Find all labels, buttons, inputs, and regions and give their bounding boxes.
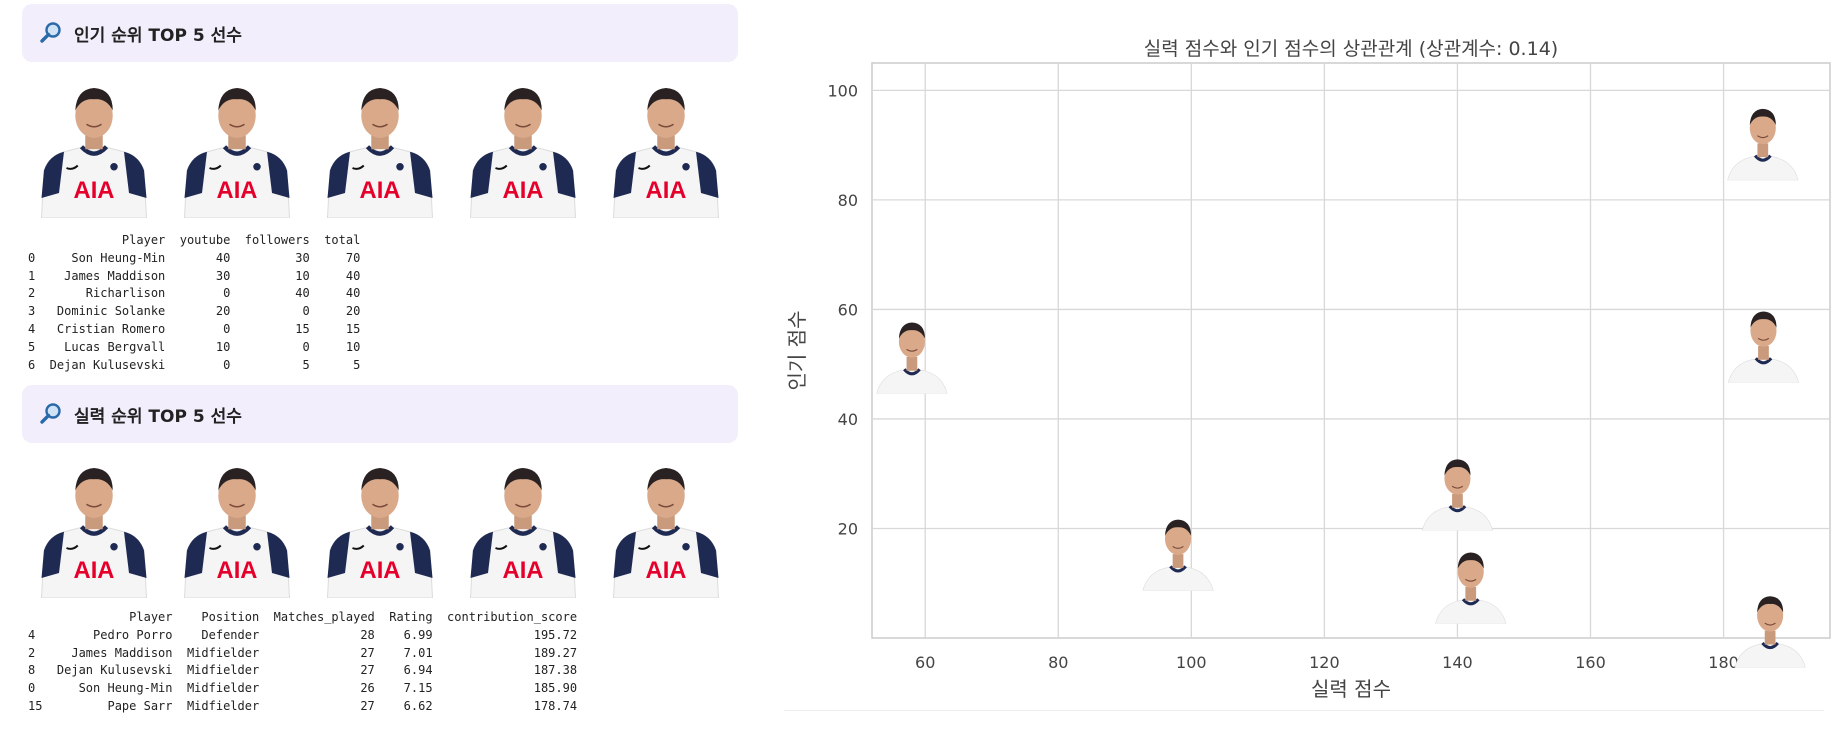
svg-text:AIA: AIA [360, 177, 401, 204]
svg-text:AIA: AIA [216, 177, 257, 204]
y-tick-label: 20 [838, 519, 858, 538]
svg-text:AIA: AIA [360, 557, 401, 584]
player-portrait-icon: AIA [460, 448, 586, 598]
skill-header: 실력 순위 TOP 5 선수 [22, 385, 738, 443]
left-panel: 인기 순위 TOP 5 선수 AIA AIA AIA AIA AIA Player yo… [0, 0, 760, 733]
player-photo: AIA [603, 68, 729, 218]
scatter-point [1727, 108, 1799, 181]
x-tick-label: 120 [1309, 653, 1340, 672]
player-photo: AIA [31, 448, 157, 598]
scatter-point [1727, 311, 1800, 383]
player-photo: AIA [174, 448, 300, 598]
y-tick-label: 60 [838, 300, 858, 319]
player-photo: AIA [31, 68, 157, 218]
x-tick-label: 180 [1708, 653, 1739, 672]
scatter-point [1734, 596, 1806, 668]
svg-text:AIA: AIA [646, 557, 687, 584]
player-portrait-icon: AIA [317, 68, 443, 218]
scatter-point [1421, 459, 1494, 531]
skill-photos: AIA AIA AIA AIA AIA [22, 448, 738, 598]
popularity-header: 인기 순위 TOP 5 선수 [22, 4, 738, 62]
magnifier-icon [40, 403, 61, 424]
x-tick-label: 100 [1176, 653, 1207, 672]
svg-text:AIA: AIA [73, 557, 114, 584]
x-axis-label: 실력 점수 [1311, 677, 1391, 701]
scatter-point [1435, 552, 1507, 624]
svg-text:AIA: AIA [503, 557, 544, 584]
player-photo: AIA [460, 448, 586, 598]
player-portrait-icon: AIA [31, 68, 157, 218]
player-portrait-icon: AIA [31, 448, 157, 598]
x-tick-label: 140 [1442, 653, 1473, 672]
plot-area [871, 62, 1831, 639]
scatter-chart: 60 80 100 120 140 160 180 20 40 60 80 100 실력 점수와 인기 … [785, 38, 1831, 701]
svg-text:AIA: AIA [646, 177, 687, 204]
player-portrait-icon: AIA [174, 448, 300, 598]
y-axis-label: 인기 점수 [785, 311, 809, 391]
svg-text:AIA: AIA [73, 177, 114, 204]
player-portrait-icon: AIA [603, 68, 729, 218]
magnifier-icon [40, 22, 61, 43]
scatter-point [876, 322, 948, 394]
popularity-title: 인기 순위 TOP 5 선수 [74, 25, 242, 46]
scatter-point [1142, 519, 1214, 591]
player-photo: AIA [174, 68, 300, 218]
player-photo: AIA [317, 448, 443, 598]
divider [784, 710, 1824, 711]
popularity-table: Player youtube followers total 0 Son Heu… [28, 233, 361, 372]
x-tick-label: 60 [915, 653, 935, 672]
player-photo: AIA [603, 448, 729, 598]
x-tick-label: 160 [1575, 653, 1606, 672]
popularity-photos: AIA AIA AIA AIA AIA [22, 68, 738, 218]
skill-title: 실력 순위 TOP 5 선수 [74, 406, 242, 427]
y-tick-label: 40 [838, 410, 858, 429]
player-photo: AIA [460, 68, 586, 218]
chart-title: 실력 점수와 인기 점수의 상관관계 (상관계수: 0.14) [1144, 38, 1558, 60]
player-portrait-icon: AIA [460, 68, 586, 218]
scatter-chart-panel: 60 80 100 120 140 160 180 20 40 60 80 100 실력 점수와 인기 … [780, 0, 1842, 733]
player-photo: AIA [317, 68, 443, 218]
player-portrait-icon: AIA [603, 448, 729, 598]
svg-text:AIA: AIA [503, 177, 544, 204]
y-tick-label: 80 [838, 191, 858, 210]
player-portrait-icon: AIA [317, 448, 443, 598]
svg-text:AIA: AIA [216, 557, 257, 584]
skill-table: Player Position Matches_played Rating co… [28, 610, 578, 713]
player-portrait-icon: AIA [174, 68, 300, 218]
y-tick-label: 100 [827, 81, 858, 100]
x-tick-label: 80 [1048, 653, 1068, 672]
